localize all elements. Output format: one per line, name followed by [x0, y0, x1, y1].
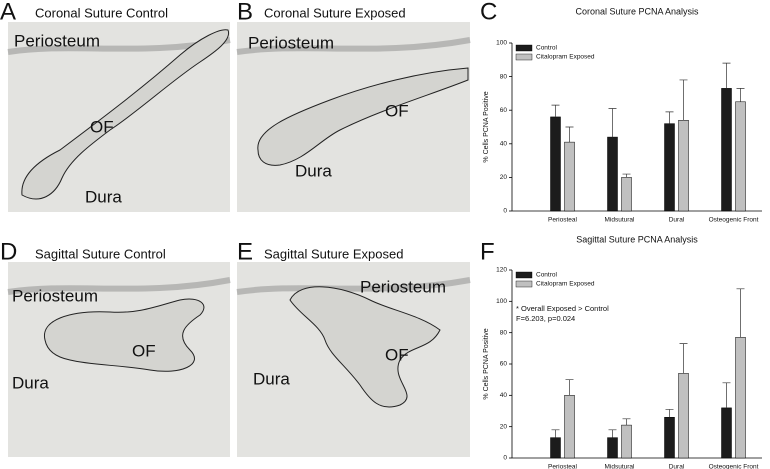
tissue-label: Periosteum: [360, 277, 446, 296]
y-tick-label: 60: [500, 361, 508, 368]
suture-outline: [44, 298, 205, 372]
legend-swatch: [515, 280, 533, 288]
legend-label: Control: [536, 272, 558, 279]
chart-title: Sagittal Suture PCNA Analysis: [576, 234, 698, 244]
bar: [621, 424, 632, 459]
y-tick-label: 80: [500, 73, 508, 80]
error-bar: [565, 379, 574, 396]
y-tick-label: 100: [496, 40, 507, 47]
chart-title: Coronal Suture PCNA Analysis: [575, 6, 699, 16]
bar: [550, 437, 561, 459]
error-bar: [565, 126, 574, 143]
bar: [564, 395, 575, 459]
error-bar: [622, 418, 631, 426]
error-bar: [551, 429, 560, 438]
y-tick-label: 40: [500, 141, 508, 148]
bar: [621, 177, 632, 212]
y-tick-label: 0: [503, 455, 507, 462]
panel-letter: B: [237, 0, 253, 25]
y-tick-label: 80: [500, 329, 508, 336]
error-bar: [608, 108, 617, 138]
bar: [735, 101, 746, 212]
chart-letter: C: [480, 0, 497, 25]
chart-letter: F: [480, 238, 495, 265]
panel-title: Sagittal Suture Exposed: [264, 246, 403, 261]
x-tick-label: Osteogenic Front: [709, 217, 759, 224]
tissue-label: OF: [385, 345, 409, 364]
y-axis-label: % Cells PCNA Positive: [483, 91, 490, 162]
x-tick-label: Periosteal: [548, 217, 577, 224]
tissue-band: [236, 37, 471, 55]
legend-swatch: [515, 44, 533, 52]
y-tick-label: 0: [503, 208, 507, 215]
tissue-label: Periosteum: [12, 286, 98, 305]
x-tick-label: Dural: [669, 217, 685, 224]
tissue-label: Dura: [85, 187, 122, 206]
tissue-band: [7, 277, 231, 295]
panel-letter: E: [237, 238, 253, 265]
tissue-label: Dura: [253, 369, 290, 388]
error-bar: [665, 111, 674, 124]
y-tick-label: 40: [500, 392, 508, 399]
legend-label: Citalopram Exposed: [536, 54, 595, 61]
suture-outline: [289, 286, 441, 408]
error-bar: [722, 62, 731, 89]
legend-label: Citalopram Exposed: [536, 281, 595, 288]
y-tick-label: 120: [496, 267, 507, 274]
bar: [678, 373, 689, 459]
bar: [721, 88, 732, 212]
tissue-label: Periosteum: [248, 33, 334, 52]
tissue-label: OF: [385, 101, 409, 120]
tissue-label: OF: [132, 341, 156, 360]
tissue-label: OF: [90, 117, 114, 136]
tissue-label: Dura: [12, 373, 49, 392]
legend-swatch: [515, 53, 533, 61]
error-bar: [622, 173, 631, 178]
panel-letter: D: [0, 238, 17, 265]
x-tick-label: Periosteal: [548, 464, 577, 469]
x-tick-label: Midsutural: [605, 464, 636, 469]
legend-label: Control: [536, 45, 558, 52]
y-tick-label: 20: [500, 174, 508, 181]
suture-outline: [21, 29, 230, 200]
bar: [664, 123, 675, 212]
error-bar: [608, 429, 617, 438]
annotation: * Overall Exposed > Control: [516, 304, 609, 313]
error-bar: [665, 409, 674, 418]
bar: [550, 116, 561, 212]
bar: [607, 136, 618, 212]
bar: [721, 407, 732, 459]
y-tick-label: 100: [496, 298, 507, 305]
bar: [735, 337, 746, 459]
suture-outline: [257, 67, 469, 166]
error-bar: [679, 343, 688, 374]
x-tick-label: Midsutural: [605, 217, 636, 224]
tissue-label: Dura: [295, 161, 332, 180]
error-bar: [736, 88, 745, 102]
legend-swatch: [515, 271, 533, 279]
bar: [664, 417, 675, 459]
x-tick-label: Dural: [669, 464, 685, 469]
panel-title: Coronal Suture Control: [35, 5, 168, 20]
panel-title: Coronal Suture Exposed: [264, 5, 406, 20]
error-bar: [679, 79, 688, 121]
x-tick-label: Osteogenic Front: [709, 464, 759, 469]
y-tick-label: 60: [500, 107, 508, 114]
error-bar: [722, 382, 731, 408]
annotation: F=6.203, p=0.024: [516, 314, 575, 323]
error-bar: [736, 288, 745, 338]
panel-title: Sagittal Suture Control: [35, 246, 166, 261]
y-axis-label: % Cells PCNA Positive: [483, 328, 490, 399]
bar: [564, 141, 575, 212]
bar: [607, 437, 618, 459]
bar: [678, 120, 689, 212]
tissue-label: Periosteum: [14, 31, 100, 50]
y-tick-label: 20: [500, 423, 508, 430]
panel-letter: A: [0, 0, 16, 25]
error-bar: [551, 104, 560, 117]
tissue-band: [236, 277, 471, 295]
